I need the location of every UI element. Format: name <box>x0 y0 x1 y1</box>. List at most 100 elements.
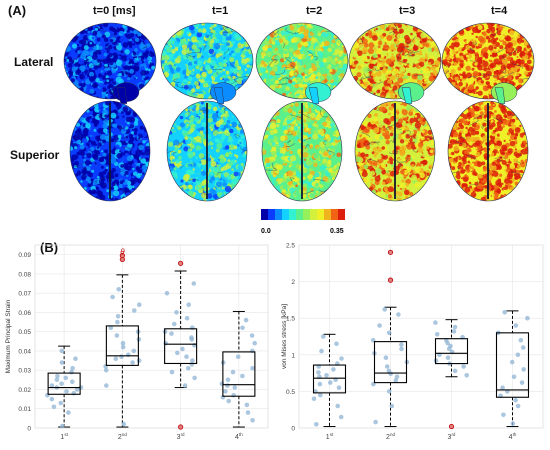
data-point <box>452 368 458 374</box>
outlier-point <box>178 424 184 430</box>
data-point <box>189 335 194 340</box>
y-tick-label: 0.03 <box>18 368 31 375</box>
outlier-point <box>448 423 455 430</box>
data-point <box>59 348 65 354</box>
data-point <box>244 402 250 408</box>
data-point <box>331 367 336 372</box>
data-point <box>231 393 236 398</box>
data-point <box>186 366 191 371</box>
iqr-box <box>105 325 139 366</box>
data-point <box>320 334 326 339</box>
colorbar-cell <box>324 209 331 220</box>
data-point <box>515 352 521 358</box>
data-point <box>114 333 120 338</box>
data-point <box>163 340 168 346</box>
colorbar-cell <box>310 209 317 220</box>
lateral-brain-1 <box>160 22 254 104</box>
data-point <box>130 360 135 365</box>
data-point <box>235 354 241 359</box>
outlier-point <box>119 252 125 259</box>
colorbar-cell <box>268 209 275 220</box>
data-point <box>103 364 108 369</box>
y-tick-label: 0 <box>291 426 295 433</box>
colorbar-cell <box>275 209 282 220</box>
data-point <box>240 325 245 331</box>
data-point <box>452 324 458 330</box>
data-point <box>520 345 526 350</box>
data-point <box>252 340 257 346</box>
data-point <box>386 330 392 336</box>
data-point <box>164 290 170 296</box>
row-label-lateral: Lateral <box>14 55 54 69</box>
lateral-brain-3 <box>348 22 442 104</box>
data-point <box>319 348 324 354</box>
data-point <box>386 368 392 374</box>
data-point <box>245 410 251 415</box>
data-point <box>121 421 126 427</box>
data-point <box>389 403 395 409</box>
box-3rd <box>433 319 469 430</box>
data-point <box>74 387 80 392</box>
box-1st <box>311 333 347 428</box>
y-tick-label: 0.09 <box>18 252 31 259</box>
time-label-0: t=0 [ms] <box>93 5 136 17</box>
data-point <box>119 354 124 359</box>
data-point <box>521 367 526 372</box>
data-point <box>108 325 114 331</box>
y-tick-label: 1.5 <box>286 316 295 323</box>
data-point <box>384 364 390 369</box>
data-point <box>382 307 387 312</box>
box-3rd <box>162 260 198 430</box>
data-point <box>510 421 516 426</box>
data-point <box>451 329 457 334</box>
data-point <box>317 381 323 387</box>
data-point <box>169 331 174 336</box>
data-point <box>501 412 506 418</box>
panel-a-label: (A) <box>8 3 27 18</box>
data-point <box>328 380 333 385</box>
data-point <box>192 342 197 348</box>
data-point <box>318 392 323 398</box>
outlier-point <box>387 277 394 283</box>
data-point <box>513 397 518 403</box>
box-2nd <box>370 249 410 428</box>
y-tick-label: 0 <box>27 426 31 433</box>
iqr-box <box>164 328 198 365</box>
y-axis-label: von Mises stress [kPa] <box>281 304 288 369</box>
data-point <box>383 355 389 360</box>
data-point <box>49 396 55 402</box>
iqr-box <box>312 364 347 394</box>
data-point <box>500 385 505 390</box>
data-point <box>131 348 137 354</box>
row-label-superior: Superior <box>10 148 60 162</box>
data-point <box>182 383 188 388</box>
lateral-brain-0 <box>63 22 157 104</box>
data-point <box>230 369 236 375</box>
data-point <box>226 398 231 404</box>
data-point <box>110 294 115 300</box>
x-tick-label: 1st <box>326 432 334 441</box>
plot-area <box>298 244 544 429</box>
data-point <box>137 302 142 307</box>
data-point <box>240 373 245 379</box>
data-point <box>223 389 228 394</box>
data-point <box>190 325 195 331</box>
data-point <box>73 356 78 361</box>
y-tick-label: 0.02 <box>18 387 31 394</box>
data-point <box>54 377 60 383</box>
data-point <box>49 383 55 388</box>
data-point <box>132 308 137 313</box>
data-point <box>70 366 75 371</box>
data-point <box>445 355 451 360</box>
x-tick-label: 3rd <box>448 432 456 441</box>
data-point <box>336 385 342 390</box>
iqr-box <box>222 351 256 397</box>
y-axis-label: Maximum Principal Strain <box>5 299 12 373</box>
data-point <box>399 346 404 352</box>
data-point <box>225 383 230 388</box>
data-point <box>190 358 195 363</box>
data-point <box>513 323 519 328</box>
data-point <box>519 380 525 385</box>
box-4th <box>219 310 257 428</box>
y-tick-label: 2.5 <box>286 243 295 250</box>
